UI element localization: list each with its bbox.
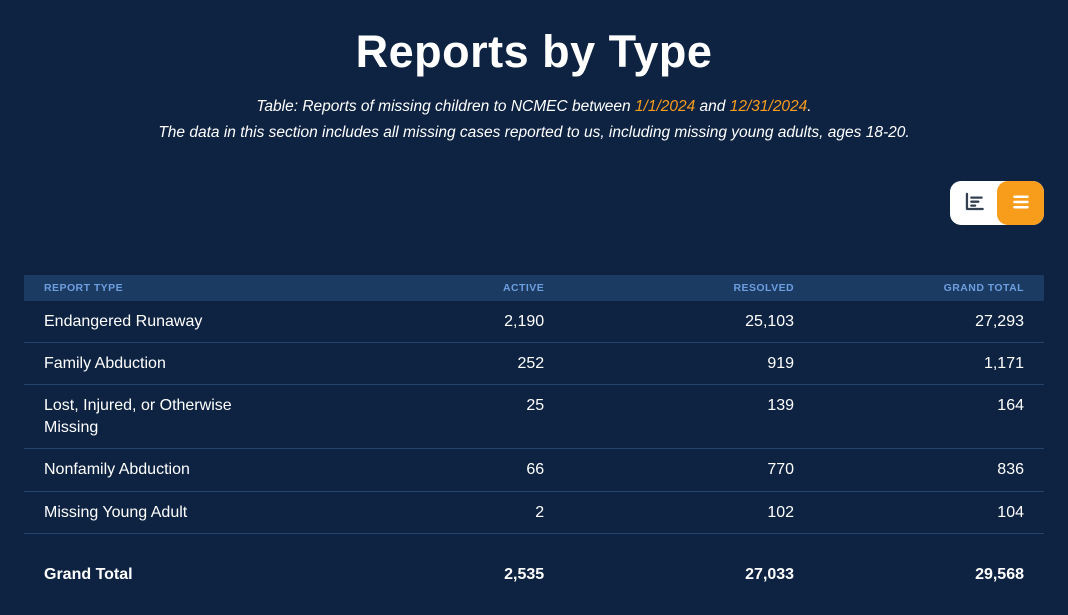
table-header-row: REPORT TYPE ACTIVE RESOLVED GRAND TOTAL — [24, 275, 1044, 302]
active-cell: 2 — [294, 491, 545, 534]
grand-total-cell: 836 — [794, 448, 1044, 492]
report-type-label: Missing Young Adult — [44, 503, 188, 521]
table-row: Family Abduction 252 919 1,171 — [24, 342, 1044, 386]
resolved-cell: 770 — [544, 448, 795, 492]
report-type-cell: Missing Young Adult — [24, 491, 295, 534]
end-date: 12/31/2024 — [729, 98, 808, 115]
caption-text: Table: Reports of missing children to NC… — [256, 98, 635, 115]
table-view-button[interactable] — [997, 181, 1044, 226]
grand-total-total: 29,568 — [975, 565, 1024, 583]
column-header-resolved: RESOLVED — [544, 275, 795, 302]
grand-total-cell: 27,293 — [794, 301, 1044, 344]
grand-total-cell: 164 — [794, 384, 1044, 450]
page-title: Reports by Type — [355, 26, 713, 77]
table-row: Lost, Injured, or Otherwise Missing 25 1… — [24, 384, 1044, 450]
chart-view-button[interactable] — [950, 181, 997, 225]
report-type-label: Family Abduction — [44, 355, 166, 373]
report-type-cell: Endangered Runaway — [24, 301, 295, 344]
report-type-label: Nonfamily Abduction — [44, 461, 190, 479]
grand-total-cell: 1,171 — [794, 342, 1044, 386]
table-row: Endangered Runaway 2,190 25,103 27,293 — [24, 301, 1044, 344]
report-type-cell: Family Abduction — [24, 342, 295, 386]
bar-chart-icon — [961, 189, 987, 218]
caption-period: . — [807, 98, 812, 115]
list-icon — [1008, 189, 1034, 218]
grand-total-cell: 104 — [794, 491, 1044, 534]
column-header-report-type: REPORT TYPE — [24, 275, 295, 302]
active-cell: 25 — [294, 384, 545, 450]
active-cell: 252 — [294, 342, 545, 386]
report-type-label: Endangered Runaway — [44, 313, 203, 331]
reports-by-type-table: REPORT TYPE ACTIVE RESOLVED GRAND TOTAL … — [24, 275, 1044, 595]
report-type-cell: Nonfamily Abduction — [24, 448, 295, 492]
view-toggle — [950, 181, 1044, 226]
active-cell: 2,190 — [294, 301, 545, 344]
report-type-cell: Lost, Injured, or Otherwise Missing — [24, 384, 295, 450]
caption-line-2: The data in this section includes all mi… — [158, 123, 910, 141]
grand-total-label: Grand Total — [44, 565, 133, 583]
view-toolbar — [24, 181, 1044, 226]
grand-total-active: 2,535 — [504, 565, 545, 583]
table-row: Missing Young Adult 2 102 104 — [24, 491, 1044, 534]
table-caption: Table: Reports of missing children to NC… — [0, 94, 1068, 145]
resolved-cell: 919 — [544, 342, 795, 386]
start-date: 1/1/2024 — [634, 98, 696, 115]
report-type-label: Lost, Injured, or Otherwise Missing — [44, 397, 232, 437]
resolved-cell: 102 — [544, 491, 795, 534]
caption-and: and — [695, 98, 730, 115]
column-header-grand-total: GRAND TOTAL — [794, 275, 1044, 302]
grand-total-resolved: 27,033 — [745, 565, 795, 583]
active-cell: 66 — [294, 448, 545, 492]
resolved-cell: 139 — [544, 384, 795, 450]
resolved-cell: 25,103 — [544, 301, 795, 344]
caption-line-1: Table: Reports of missing children to NC… — [0, 94, 1068, 120]
table-row: Nonfamily Abduction 66 770 836 — [24, 448, 1044, 492]
reports-table-container: REPORT TYPE ACTIVE RESOLVED GRAND TOTAL … — [24, 275, 1044, 595]
grand-total-row: Grand Total 2,535 27,033 29,568 — [24, 533, 1044, 595]
column-header-active: ACTIVE — [294, 275, 545, 302]
